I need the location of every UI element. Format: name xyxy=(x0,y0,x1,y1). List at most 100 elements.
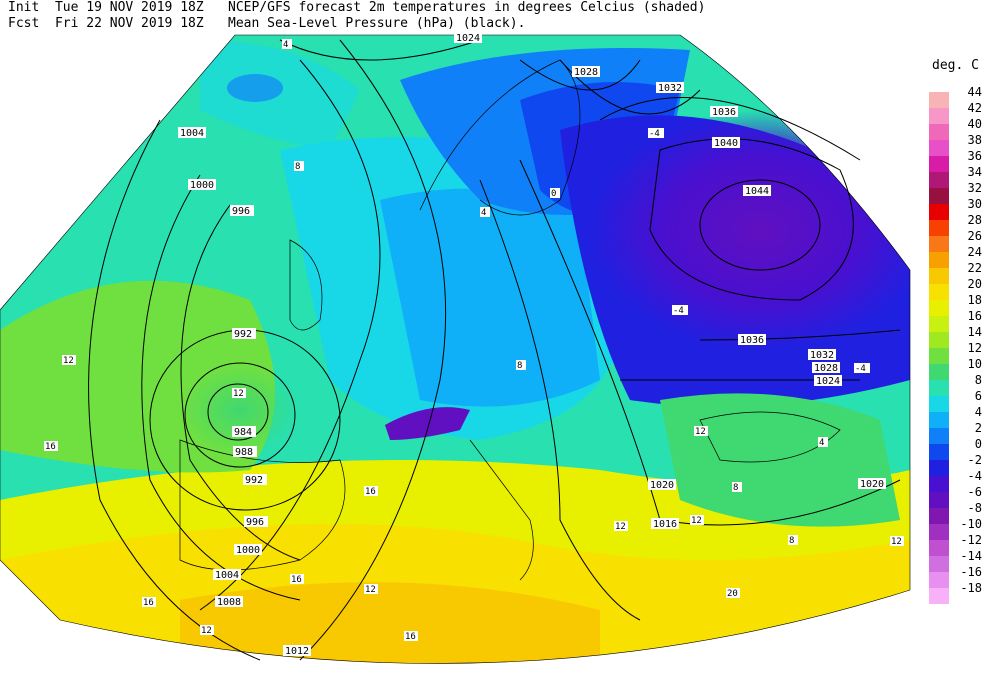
temp-label: 8 xyxy=(789,536,794,546)
isobar-label-1036: 1036 xyxy=(712,107,736,118)
colorbar-swatch xyxy=(929,332,949,348)
colorbar-swatch xyxy=(929,428,949,444)
temp-label: 8 xyxy=(295,162,300,172)
temp-label: 4 xyxy=(481,208,486,218)
init-label: Init xyxy=(8,0,40,15)
title-line-2: Mean Sea-Level Pressure (hPa) (black). xyxy=(228,16,526,31)
colorbar-unit: deg. C xyxy=(932,58,979,73)
isobar-1040 xyxy=(649,138,854,301)
isobar-label-1000: 1000 xyxy=(190,180,214,191)
colorbar-label: 18 xyxy=(967,293,982,307)
north-atlantic-cyan xyxy=(200,40,360,150)
colorbar-label: 24 xyxy=(967,245,982,259)
isobar-996 xyxy=(180,204,301,561)
central-europe-blue xyxy=(380,188,600,407)
colorbar-swatch xyxy=(929,300,949,316)
colorbar-swatch xyxy=(929,444,949,460)
temp-label: 8 xyxy=(517,361,522,371)
temp-label: 12 xyxy=(891,537,902,547)
colorbar-label: 4 xyxy=(974,405,982,419)
colorbar-label: 42 xyxy=(967,101,982,115)
isobar-label-1032: 1032 xyxy=(658,83,682,94)
colorbar-swatch xyxy=(929,284,949,300)
colorbar-label: 2 xyxy=(974,421,982,435)
isobar-1016 xyxy=(479,179,641,621)
temp-label: 4 xyxy=(819,438,824,448)
temp-label: 4 xyxy=(283,40,288,50)
isobar-label-1020-east: 1020 xyxy=(860,479,884,490)
coast-italy xyxy=(469,439,534,581)
map-boundary xyxy=(0,34,911,664)
temp-label: -4 xyxy=(649,129,660,139)
isobar-label-992-south: 992 xyxy=(245,475,263,486)
isobar-984 xyxy=(207,383,269,441)
colorbar-swatch xyxy=(929,140,949,156)
colorbar-label: 0 xyxy=(974,437,982,451)
isobar-label-992: 992 xyxy=(234,329,252,340)
colorbar-label: -16 xyxy=(960,565,982,579)
temp-label: -4 xyxy=(855,364,866,374)
isobar-label-1004-south: 1004 xyxy=(215,570,239,581)
colorbar-swatch xyxy=(929,348,949,364)
colorbar-label: 14 xyxy=(967,325,982,339)
colorbar-label: 30 xyxy=(967,197,982,211)
colorbar-label: -18 xyxy=(960,581,982,595)
isobar-label-996: 996 xyxy=(232,206,250,217)
colorbar-swatch xyxy=(929,556,949,572)
isobar-1044 xyxy=(699,179,821,271)
colorbar-label: -12 xyxy=(960,533,982,547)
colorbar-swatch xyxy=(929,412,949,428)
isobar-label-1016: 1016 xyxy=(653,519,677,530)
coast-black-sea xyxy=(699,411,841,463)
temp-label: 8 xyxy=(733,483,738,493)
isobar-label-1008: 1008 xyxy=(217,597,241,608)
isobar-label-988: 988 xyxy=(235,447,253,458)
temp-label: 16 xyxy=(291,575,302,585)
colorbar-label: -4 xyxy=(967,469,982,483)
colorbar-swatch xyxy=(929,156,949,172)
colorbar-label: 26 xyxy=(967,229,982,243)
colorbar-label: 38 xyxy=(967,133,982,147)
low-center-shading xyxy=(180,365,300,455)
colorbar-label: -6 xyxy=(967,485,982,499)
isobar-label-1024-east: 1024 xyxy=(816,376,840,387)
header-init: Init Tue 19 NOV 2019 18Z xyxy=(8,0,204,16)
temp-label: 16 xyxy=(365,487,376,497)
colorbar-label: -2 xyxy=(967,453,982,467)
title-line-1: NCEP/GFS forecast 2m temperatures in deg… xyxy=(228,0,706,15)
temp-label: 12 xyxy=(233,389,244,399)
isobar-label-984: 984 xyxy=(234,427,252,438)
isobar-label-1028-east: 1028 xyxy=(814,363,838,374)
colorbar-label: 8 xyxy=(974,373,982,387)
colorbar-label: 40 xyxy=(967,117,982,131)
isobar-1032 xyxy=(559,59,701,115)
siberian-high-core xyxy=(590,110,910,350)
fcst-label: Fcst xyxy=(8,16,40,31)
isobar-label-1044: 1044 xyxy=(745,186,769,197)
isobar-label-1024: 1024 xyxy=(456,33,480,44)
isobar-label-1020: 1020 xyxy=(650,480,674,491)
colorbar-label: 20 xyxy=(967,277,982,291)
colorbar-swatch xyxy=(929,380,949,396)
colorbar-swatch xyxy=(929,124,949,140)
colorbar-swatch xyxy=(929,316,949,332)
temp-label: 12 xyxy=(691,516,702,526)
isobar-label-1040: 1040 xyxy=(714,138,738,149)
isobar-1036 xyxy=(599,97,901,341)
colorbar-swatch xyxy=(929,268,949,284)
isobar-label-1028: 1028 xyxy=(574,67,598,78)
isobar-label-1004: 1004 xyxy=(180,128,204,139)
temp-label: -4 xyxy=(673,306,684,316)
isobar-label-1012: 1012 xyxy=(285,646,309,657)
colorbar-swatch xyxy=(929,396,949,412)
alps-cold xyxy=(385,407,470,440)
colorbar-label: 10 xyxy=(967,357,982,371)
colorbar-label: -8 xyxy=(967,501,982,515)
temp-label: 12 xyxy=(695,427,706,437)
colorbar-label: 34 xyxy=(967,165,982,179)
colorbar-swatch xyxy=(929,252,949,268)
colorbar-swatch xyxy=(929,588,949,604)
temp-label: 12 xyxy=(201,626,212,636)
temp-label: 20 xyxy=(727,589,738,599)
